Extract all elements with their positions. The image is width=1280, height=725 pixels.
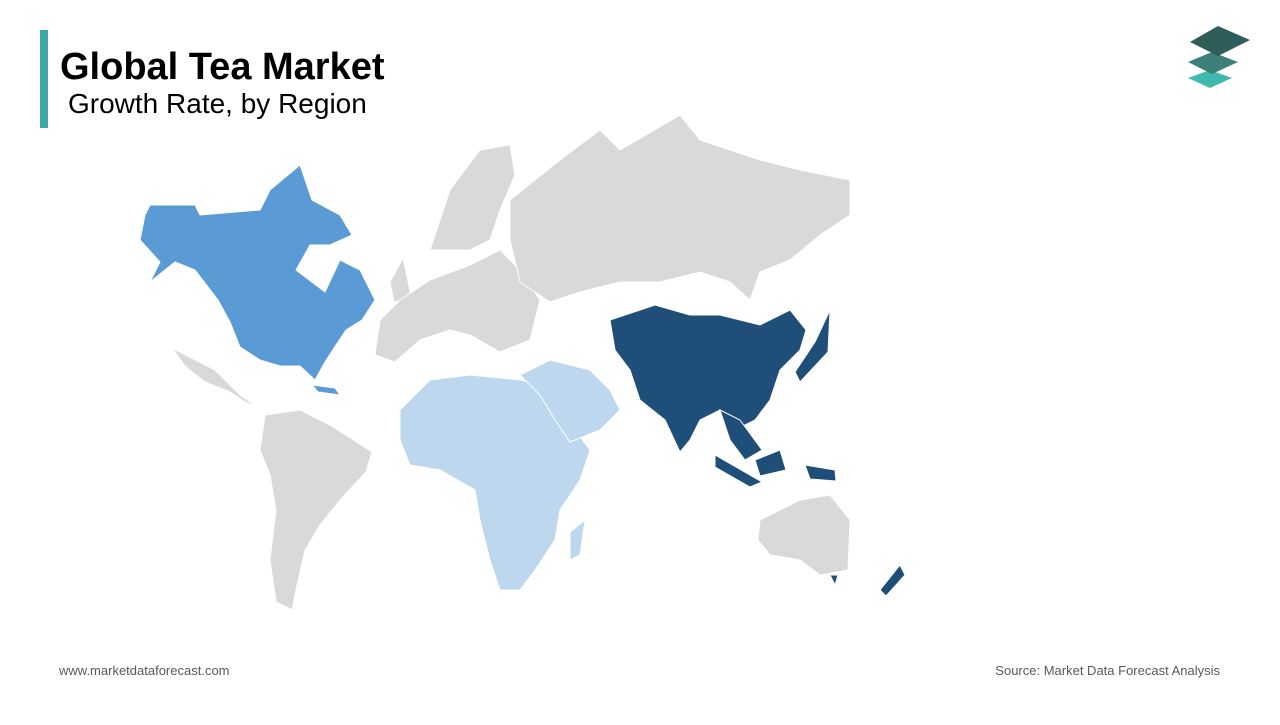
new-guinea xyxy=(804,464,837,482)
source: Source: Market Data Forecast Analysis xyxy=(995,663,1220,678)
russia xyxy=(509,114,851,303)
tasmania xyxy=(829,574,839,587)
sumatra xyxy=(714,454,764,488)
scandinavia xyxy=(429,144,516,251)
title-accent xyxy=(40,30,48,128)
asia xyxy=(609,304,807,453)
new-zealand xyxy=(879,564,906,597)
logo xyxy=(1188,26,1250,88)
world-map xyxy=(139,114,906,611)
central-america xyxy=(171,347,277,417)
africa xyxy=(399,374,591,591)
borneo xyxy=(754,449,787,477)
middle-east xyxy=(519,359,621,443)
south-america xyxy=(259,409,373,611)
caribbean xyxy=(310,384,342,396)
madagascar xyxy=(569,518,586,561)
europe xyxy=(374,249,541,363)
title: Global Tea Market xyxy=(60,46,385,88)
southeast-asia xyxy=(719,409,763,461)
subtitle: Growth Rate, by Region xyxy=(68,88,367,119)
japan xyxy=(794,309,831,383)
australia xyxy=(757,494,851,576)
website: www.marketdataforecast.com xyxy=(58,663,230,678)
north-america xyxy=(139,164,376,381)
